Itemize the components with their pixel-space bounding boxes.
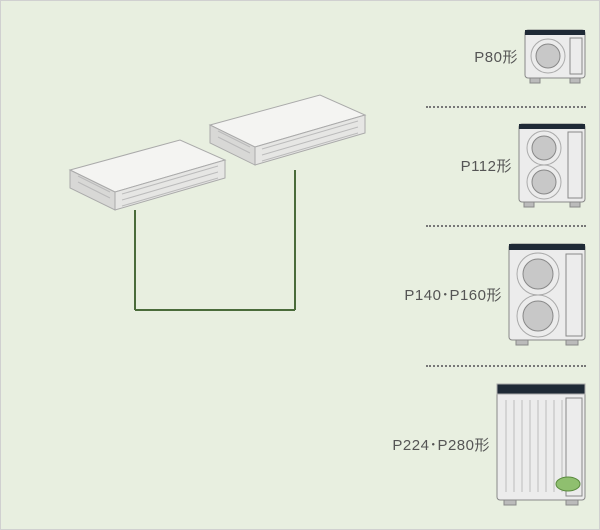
unit-row-p80: P80形 xyxy=(474,26,586,86)
separator-1 xyxy=(426,106,586,108)
unit-label-p224: P224･P280形 xyxy=(392,434,490,455)
outdoor-unit-p140-icon xyxy=(508,240,586,348)
unit-label-p80: P80形 xyxy=(474,46,518,67)
outdoor-unit-p224-icon xyxy=(496,380,586,508)
unit-label-p112: P112形 xyxy=(461,155,512,176)
unit-row-p140: P140･P160形 xyxy=(404,240,586,348)
unit-label-p140: P140･P160形 xyxy=(404,284,502,305)
unit-row-p112: P112形 xyxy=(461,120,586,210)
separator-2 xyxy=(426,225,586,227)
unit-row-p224: P224･P280形 xyxy=(392,380,586,508)
indoor-cassette-right xyxy=(200,85,370,185)
outdoor-unit-p112-icon xyxy=(518,120,586,210)
separator-3 xyxy=(426,365,586,367)
outdoor-unit-p80-icon xyxy=(524,26,586,86)
